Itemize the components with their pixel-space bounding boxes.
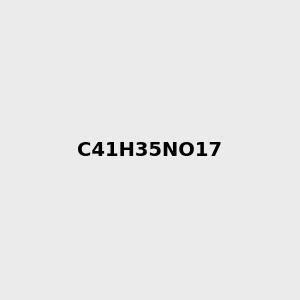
Text: C41H35NO17: C41H35NO17 xyxy=(77,140,223,160)
